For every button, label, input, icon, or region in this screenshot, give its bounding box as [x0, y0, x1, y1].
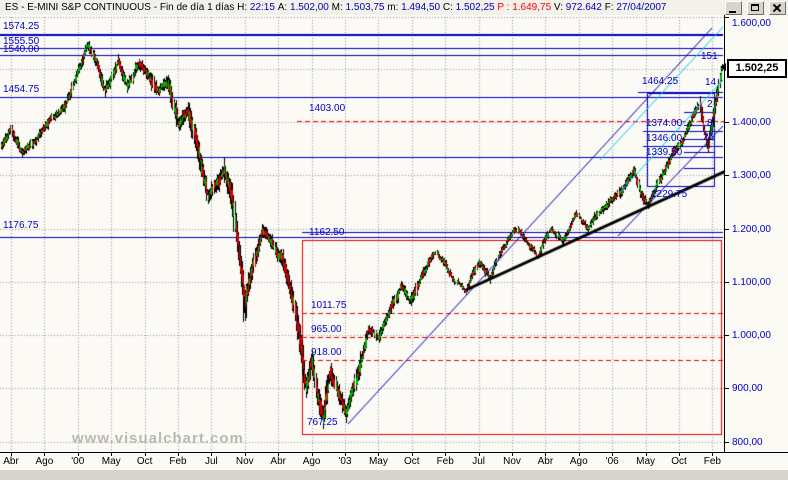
date-axis-tick: [478, 453, 480, 456]
date-axis-tick: [311, 453, 313, 456]
date-axis-label: Ago: [569, 456, 588, 467]
title-bar[interactable]: ES - E-MINI S&P CONTINUOUS - Fin de día …: [0, 0, 788, 15]
price-axis-label: 800,00: [732, 436, 763, 448]
date-axis-label: Feb: [169, 456, 187, 467]
date-axis-label: '06: [605, 456, 619, 467]
date-axis-label: Oct: [404, 456, 420, 467]
date-axis-label: May: [368, 456, 388, 467]
date-axis[interactable]: Abr Ago '00 May Oct Feb Jul Nov Abr Ago '03 May Oct F…: [0, 452, 788, 470]
ohlc-field: P : 1.649,75: [494, 2, 552, 13]
close-button[interactable]: [769, 1, 786, 15]
window-title: ES - E-MINI S&P CONTINUOUS - Fin de día …: [5, 2, 235, 13]
date-axis-tick: [712, 453, 714, 456]
price-axis-label: 1.100,00: [732, 276, 771, 288]
date-axis-tick: [278, 453, 280, 456]
ohlc-field: V: 972.642: [551, 2, 602, 13]
date-axis-tick: [445, 453, 447, 456]
date-axis-label: Abr: [3, 456, 19, 467]
date-axis-label: Nov: [503, 456, 521, 467]
date-axis-tick: [612, 453, 614, 456]
price-axis-label: 1.000,00: [732, 330, 771, 341]
chart-area[interactable]: 1574.25 1555.50 1540.00 1454.75 1464.25 151 13…: [0, 15, 724, 452]
price-axis-tick: [725, 388, 729, 390]
price-axis-label: 1.600,00: [732, 18, 771, 29]
ohlc-readout: H: 22:15 A: 1.502,00 M: 1.503,75 m: 1.49…: [234, 2, 666, 13]
date-axis-label: Abr: [537, 456, 554, 467]
date-axis-tick: [645, 453, 647, 456]
date-axis-tick: [244, 453, 246, 456]
price-axis-tick: [725, 281, 729, 283]
date-axis-tick: [345, 453, 346, 456]
date-axis-tick: [578, 453, 580, 456]
date-axis-tick: [11, 453, 12, 456]
price-axis-label: 1.300,00: [732, 170, 771, 182]
date-axis-label: Feb: [703, 456, 721, 467]
candlestick-canvas[interactable]: [0, 15, 724, 452]
price-arrow-icon: [720, 63, 726, 71]
date-axis-tick: [378, 453, 380, 456]
date-axis-tick: [512, 453, 513, 456]
date-axis-label: Jul: [472, 456, 485, 467]
date-axis-label: Feb: [436, 456, 454, 467]
price-axis-tick: [725, 228, 729, 230]
price-axis-label: 900,00: [732, 383, 763, 395]
window-bottom-border: [0, 470, 788, 480]
ohlc-field: H: 22:15: [234, 2, 275, 13]
date-axis-tick: [679, 453, 680, 456]
watermark: www.visualchart.com: [72, 430, 244, 447]
maximize-button[interactable]: [747, 1, 765, 15]
date-axis-label: Jul: [204, 456, 218, 467]
date-axis-label: '03: [338, 456, 352, 467]
date-axis-tick: [411, 453, 413, 456]
ohlc-field: M: 1.503,75: [328, 2, 385, 13]
price-axis-label: 1.200,00: [732, 223, 771, 235]
date-axis-tick: [545, 453, 547, 456]
date-axis-label: May: [636, 456, 656, 467]
ohlc-field: m: 1.494,50: [384, 2, 441, 13]
date-axis-label: Oct: [136, 456, 153, 467]
date-axis-tick: [178, 453, 179, 456]
date-axis-tick: [44, 453, 46, 456]
date-axis-label: Abr: [270, 456, 286, 467]
date-axis-label: '00: [71, 456, 85, 467]
date-axis-label: Nov: [235, 456, 254, 467]
date-axis-tick: [111, 453, 113, 456]
ohlc-field: A: 1.502,00: [274, 2, 329, 13]
date-axis-tick: [211, 453, 213, 456]
price-axis-label: 1.400,00: [732, 117, 771, 128]
last-price-box: 1.502,25: [727, 59, 787, 78]
price-axis-tick: [725, 17, 729, 18]
price-axis-tick: [725, 441, 729, 443]
window-buttons: [723, 1, 786, 16]
date-axis-label: Ago: [35, 456, 54, 467]
ohlc-field: C: 1.502,25: [440, 2, 495, 13]
date-axis-label: Oct: [671, 456, 687, 467]
ohlc-field: F: 27/04/2007: [601, 2, 667, 13]
price-axis-tick: [725, 122, 729, 123]
maximize-icon: [751, 4, 760, 11]
close-icon: [772, 3, 782, 12]
date-axis-label: May: [101, 456, 121, 467]
date-axis-tick: [77, 453, 79, 456]
minimize-button[interactable]: [725, 1, 743, 15]
date-axis-tick: [144, 453, 146, 456]
date-axis-label: Ago: [302, 456, 321, 467]
price-axis[interactable]: 1.502,25 1.600,00 1.400,00 1.300,00 1.200,0…: [720, 15, 788, 452]
price-axis-tick: [725, 175, 729, 177]
minimize-icon: [729, 11, 737, 13]
price-axis-tick: [725, 335, 729, 336]
last-price-value: 1.502,25: [735, 62, 779, 74]
